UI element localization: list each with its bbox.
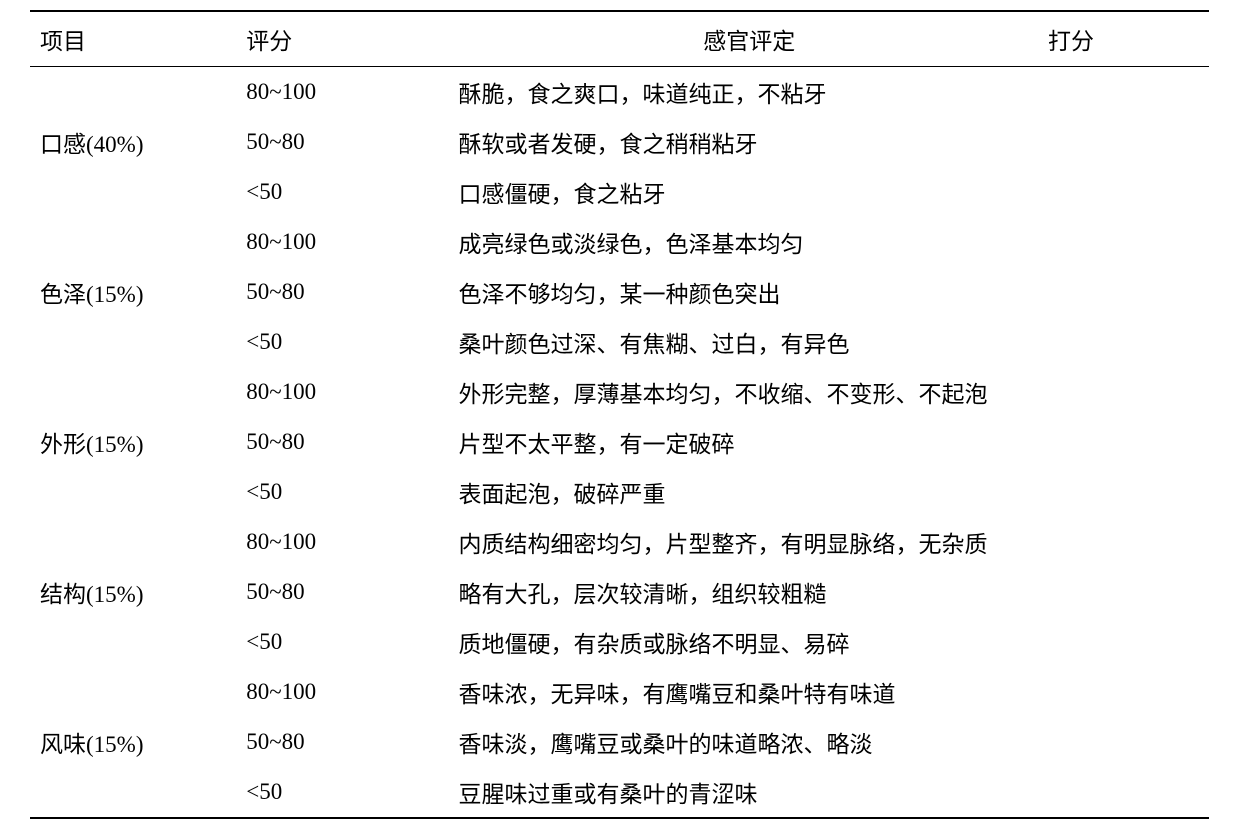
cell-item: 风味(15%) xyxy=(30,717,242,767)
header-row: 项目 评分 感官评定 打分 xyxy=(30,11,1209,67)
cell-desc: 外形完整，厚薄基本均匀，不收缩、不变形、不起泡 xyxy=(454,367,1044,417)
cell-score: 50~80 xyxy=(242,267,454,317)
cell-mark xyxy=(1044,117,1209,167)
cell-desc: 色泽不够均匀，某一种颜色突出 xyxy=(454,267,1044,317)
cell-score: <50 xyxy=(242,467,454,517)
table-row: 口感(40%)50~80酥软或者发硬，食之稍稍粘牙 xyxy=(30,117,1209,167)
cell-score: 80~100 xyxy=(242,367,454,417)
cell-mark xyxy=(1044,717,1209,767)
cell-mark xyxy=(1044,67,1209,118)
cell-desc: 内质结构细密均匀，片型整齐，有明显脉络，无杂质 xyxy=(454,517,1044,567)
table-row: 外形(15%)50~80片型不太平整，有一定破碎 xyxy=(30,417,1209,467)
table-row: 80~100酥脆，食之爽口，味道纯正，不粘牙 xyxy=(30,67,1209,118)
cell-mark xyxy=(1044,517,1209,567)
cell-desc: 口感僵硬，食之粘牙 xyxy=(454,167,1044,217)
cell-desc: 酥脆，食之爽口，味道纯正，不粘牙 xyxy=(454,67,1044,118)
cell-item: 色泽(15%) xyxy=(30,267,242,317)
table-row: 80~100内质结构细密均匀，片型整齐，有明显脉络，无杂质 xyxy=(30,517,1209,567)
cell-desc: 质地僵硬，有杂质或脉络不明显、易碎 xyxy=(454,617,1044,667)
cell-mark xyxy=(1044,467,1209,517)
header-score: 评分 xyxy=(242,11,454,67)
cell-score: <50 xyxy=(242,317,454,367)
cell-desc: 片型不太平整，有一定破碎 xyxy=(454,417,1044,467)
table-row: <50口感僵硬，食之粘牙 xyxy=(30,167,1209,217)
table-row: 80~100外形完整，厚薄基本均匀，不收缩、不变形、不起泡 xyxy=(30,367,1209,417)
header-item: 项目 xyxy=(30,11,242,67)
cell-mark xyxy=(1044,267,1209,317)
cell-mark xyxy=(1044,417,1209,467)
table-row: 80~100成亮绿色或淡绿色，色泽基本均匀 xyxy=(30,217,1209,267)
cell-item xyxy=(30,167,242,217)
cell-desc: 表面起泡，破碎严重 xyxy=(454,467,1044,517)
cell-item xyxy=(30,517,242,567)
cell-mark xyxy=(1044,667,1209,717)
cell-score: 50~80 xyxy=(242,417,454,467)
cell-mark xyxy=(1044,317,1209,367)
header-mark: 打分 xyxy=(1044,11,1209,67)
table-row: 色泽(15%)50~80色泽不够均匀，某一种颜色突出 xyxy=(30,267,1209,317)
cell-mark xyxy=(1044,367,1209,417)
cell-item xyxy=(30,67,242,118)
evaluation-table: 项目 评分 感官评定 打分 80~100酥脆，食之爽口，味道纯正，不粘牙口感(4… xyxy=(30,10,1209,819)
cell-score: 80~100 xyxy=(242,667,454,717)
cell-desc: 香味浓，无异味，有鹰嘴豆和桑叶特有味道 xyxy=(454,667,1044,717)
cell-item xyxy=(30,217,242,267)
table-row: <50质地僵硬，有杂质或脉络不明显、易碎 xyxy=(30,617,1209,667)
cell-item xyxy=(30,617,242,667)
cell-mark xyxy=(1044,617,1209,667)
cell-score: 80~100 xyxy=(242,517,454,567)
cell-item xyxy=(30,467,242,517)
cell-desc: 成亮绿色或淡绿色，色泽基本均匀 xyxy=(454,217,1044,267)
table-row: 结构(15%)50~80略有大孔，层次较清晰，组织较粗糙 xyxy=(30,567,1209,617)
cell-score: 50~80 xyxy=(242,717,454,767)
table-row: 风味(15%)50~80香味淡，鹰嘴豆或桑叶的味道略浓、略淡 xyxy=(30,717,1209,767)
cell-mark xyxy=(1044,167,1209,217)
table-row: <50桑叶颜色过深、有焦糊、过白，有异色 xyxy=(30,317,1209,367)
cell-score: <50 xyxy=(242,167,454,217)
cell-item xyxy=(30,667,242,717)
header-sensory: 感官评定 xyxy=(454,11,1044,67)
cell-desc: 略有大孔，层次较清晰，组织较粗糙 xyxy=(454,567,1044,617)
cell-mark xyxy=(1044,217,1209,267)
cell-desc: 桑叶颜色过深、有焦糊、过白，有异色 xyxy=(454,317,1044,367)
cell-desc: 酥软或者发硬，食之稍稍粘牙 xyxy=(454,117,1044,167)
cell-item xyxy=(30,317,242,367)
cell-item: 结构(15%) xyxy=(30,567,242,617)
cell-score: 50~80 xyxy=(242,117,454,167)
cell-mark xyxy=(1044,567,1209,617)
cell-score: 80~100 xyxy=(242,67,454,118)
table-row: <50表面起泡，破碎严重 xyxy=(30,467,1209,517)
table-row: 80~100香味浓，无异味，有鹰嘴豆和桑叶特有味道 xyxy=(30,667,1209,717)
cell-score: <50 xyxy=(242,617,454,667)
cell-score: 80~100 xyxy=(242,217,454,267)
cell-item: 外形(15%) xyxy=(30,417,242,467)
cell-item xyxy=(30,367,242,417)
cell-desc: 香味淡，鹰嘴豆或桑叶的味道略浓、略淡 xyxy=(454,717,1044,767)
cell-item: 口感(40%) xyxy=(30,117,242,167)
table-body: 80~100酥脆，食之爽口，味道纯正，不粘牙口感(40%)50~80酥软或者发硬… xyxy=(30,67,1209,819)
cell-score: 50~80 xyxy=(242,567,454,617)
